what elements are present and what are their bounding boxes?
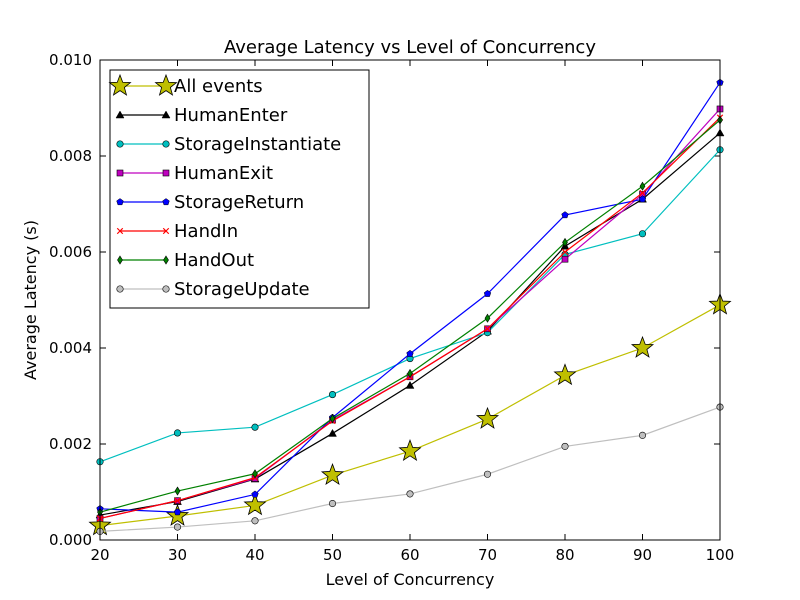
data-point (251, 490, 259, 498)
legend-marker (163, 255, 169, 265)
x-tick-label: 50 (323, 546, 342, 564)
series-storage-instantiate (96, 146, 724, 466)
legend-item: StorageInstantiate (116, 134, 341, 155)
legend-marker (117, 255, 123, 265)
legend-label: StorageUpdate (174, 279, 310, 300)
legend-item: HumanExit (116, 163, 273, 184)
data-point (329, 413, 336, 424)
legend-item: HumanEnter (115, 105, 288, 126)
y-tick-label: 0.004 (49, 339, 92, 357)
data-point (320, 463, 345, 486)
plot-frame (99, 59, 721, 541)
data-point (562, 237, 568, 247)
series-storage-update (96, 403, 724, 535)
data-point (630, 335, 655, 358)
data-point (406, 349, 414, 357)
legend-marker (154, 73, 178, 96)
data-point (483, 470, 492, 478)
y-tick-label: 0.008 (49, 147, 92, 165)
data-point (328, 428, 337, 437)
y-tick-label: 0.000 (49, 531, 92, 549)
data-point (483, 289, 492, 297)
data-point (638, 230, 647, 238)
plot-area (88, 78, 732, 536)
data-point (407, 368, 413, 379)
data-point (406, 490, 414, 498)
legend-item: All events (108, 73, 263, 97)
data-point (251, 423, 259, 431)
data-point (484, 325, 491, 332)
data-point (174, 497, 181, 504)
x-tick-label: 100 (706, 546, 735, 564)
data-point (398, 439, 422, 462)
x-tick-label: 40 (245, 546, 264, 564)
legend-label: HumanEnter (174, 105, 288, 126)
chart-title: Average Latency vs Level of Concurrency (224, 37, 596, 58)
data-point (561, 211, 569, 219)
x-axis-label: Level of Concurrency (326, 570, 495, 589)
data-point (484, 313, 491, 323)
legend-label: StorageReturn (174, 192, 304, 213)
data-point (638, 431, 647, 439)
legend-box (109, 69, 370, 309)
data-point (638, 195, 647, 203)
data-point (328, 391, 337, 399)
data-point (475, 406, 500, 429)
legend: All events HumanEnter StorageInstantiate Hu… (108, 69, 370, 309)
data-point (561, 255, 569, 263)
y-tick-label: 0.002 (49, 435, 92, 453)
legend-marker (162, 285, 170, 293)
x-tick-label: 20 (90, 546, 109, 564)
data-point (252, 469, 258, 479)
legend-marker (116, 140, 124, 148)
data-point (639, 181, 646, 191)
legend-marker (115, 110, 125, 119)
legend-marker (162, 140, 170, 148)
data-point (173, 429, 182, 437)
data-point (174, 486, 181, 496)
legend-item: HandIn (116, 221, 238, 242)
legend-marker (162, 198, 170, 206)
data-point (553, 363, 577, 386)
x-tick-label: 90 (633, 546, 652, 564)
legend-marker (116, 198, 124, 206)
data-point (251, 517, 259, 525)
x-tick-label: 70 (478, 546, 497, 564)
data-point (173, 508, 182, 516)
legend-label: All events (174, 76, 263, 97)
data-point (173, 523, 182, 531)
legend-marker (116, 285, 124, 293)
data-point (561, 442, 569, 450)
legend-label: HumanExit (174, 163, 273, 184)
legend-label: HandOut (174, 250, 254, 271)
x-tick-label: 60 (400, 546, 419, 564)
x-tick-label: 80 (555, 546, 574, 564)
series-line-storage-update (99, 406, 721, 532)
data-point (328, 499, 337, 508)
legend-label: HandIn (174, 221, 238, 242)
data-point (561, 248, 569, 256)
axis-ticks: 20 30 40 50 60 70 80 90 100 0.000 0.002 0.004 0.006 0… (49, 51, 734, 564)
y-axis-label: Average Latency (s) (21, 220, 40, 380)
legend-item: StorageReturn (116, 192, 304, 213)
legend-marker (162, 169, 170, 177)
data-point (639, 189, 646, 197)
x-tick-label: 30 (168, 546, 187, 564)
legend-marker (116, 227, 124, 235)
legend-marker (116, 169, 124, 177)
data-point (405, 380, 415, 389)
legend-item: StorageUpdate (116, 279, 310, 300)
data-point (243, 493, 267, 516)
legend-item: HandOut (117, 250, 254, 271)
y-tick-label: 0.006 (49, 243, 92, 261)
legend-marker (108, 73, 132, 96)
legend-label: StorageInstantiate (174, 134, 341, 155)
y-tick-label: 0.010 (49, 51, 92, 69)
legend-marker (162, 227, 170, 235)
legend-marker (161, 110, 171, 119)
